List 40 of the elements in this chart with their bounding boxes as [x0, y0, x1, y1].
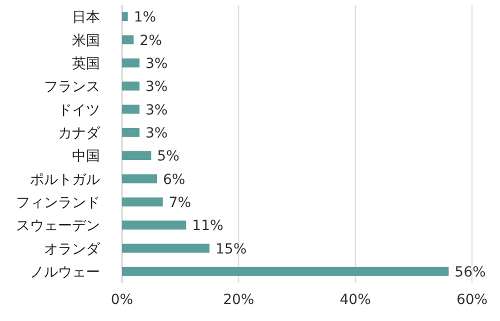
data-label: 5%: [157, 148, 180, 165]
y-tick-label: フィンランド: [16, 194, 100, 211]
bar: [122, 58, 140, 68]
bar: [122, 174, 157, 184]
y-tick-label: フランス: [44, 79, 100, 96]
bar: [122, 12, 128, 22]
y-tick-label: ドイツ: [58, 102, 100, 118]
x-tick-label: 20%: [223, 292, 254, 308]
y-tick-label: 英国: [72, 56, 100, 72]
y-tick-label: 米国: [72, 32, 100, 49]
data-label: 1%: [134, 10, 156, 26]
y-tick-label: ノルウェー: [30, 264, 100, 280]
x-tick-label: 40%: [340, 292, 371, 308]
y-tick-label: 日本: [72, 10, 100, 26]
data-label: 2%: [140, 32, 162, 49]
y-tick-label: スウェーデン: [16, 218, 100, 234]
bar: [122, 151, 152, 160]
bar: [122, 244, 210, 253]
data-label: 7%: [168, 194, 192, 211]
data-label: 6%: [163, 172, 186, 188]
data-label: 3%: [146, 79, 168, 96]
bar: [122, 82, 140, 91]
bar: [122, 35, 134, 44]
y-tick-label: ポルトガル: [30, 172, 100, 188]
bar: [122, 266, 449, 276]
y-tick-label: オランダ: [44, 241, 101, 258]
data-label: 15%: [216, 241, 247, 258]
data-label: 11%: [192, 218, 224, 234]
y-tick-label: カナダ: [58, 125, 101, 142]
data-label: 3%: [146, 125, 168, 142]
bar: [122, 104, 140, 114]
y-tick-label: 中国: [72, 148, 100, 165]
data-label: 3%: [146, 56, 168, 72]
x-tick-label: 60%: [456, 292, 488, 308]
data-label: 56%: [454, 264, 486, 280]
data-label: 3%: [146, 102, 168, 118]
bar: [122, 197, 163, 206]
bar: [122, 220, 186, 230]
x-tick-label: 0%: [110, 292, 134, 308]
bar: [122, 128, 140, 137]
